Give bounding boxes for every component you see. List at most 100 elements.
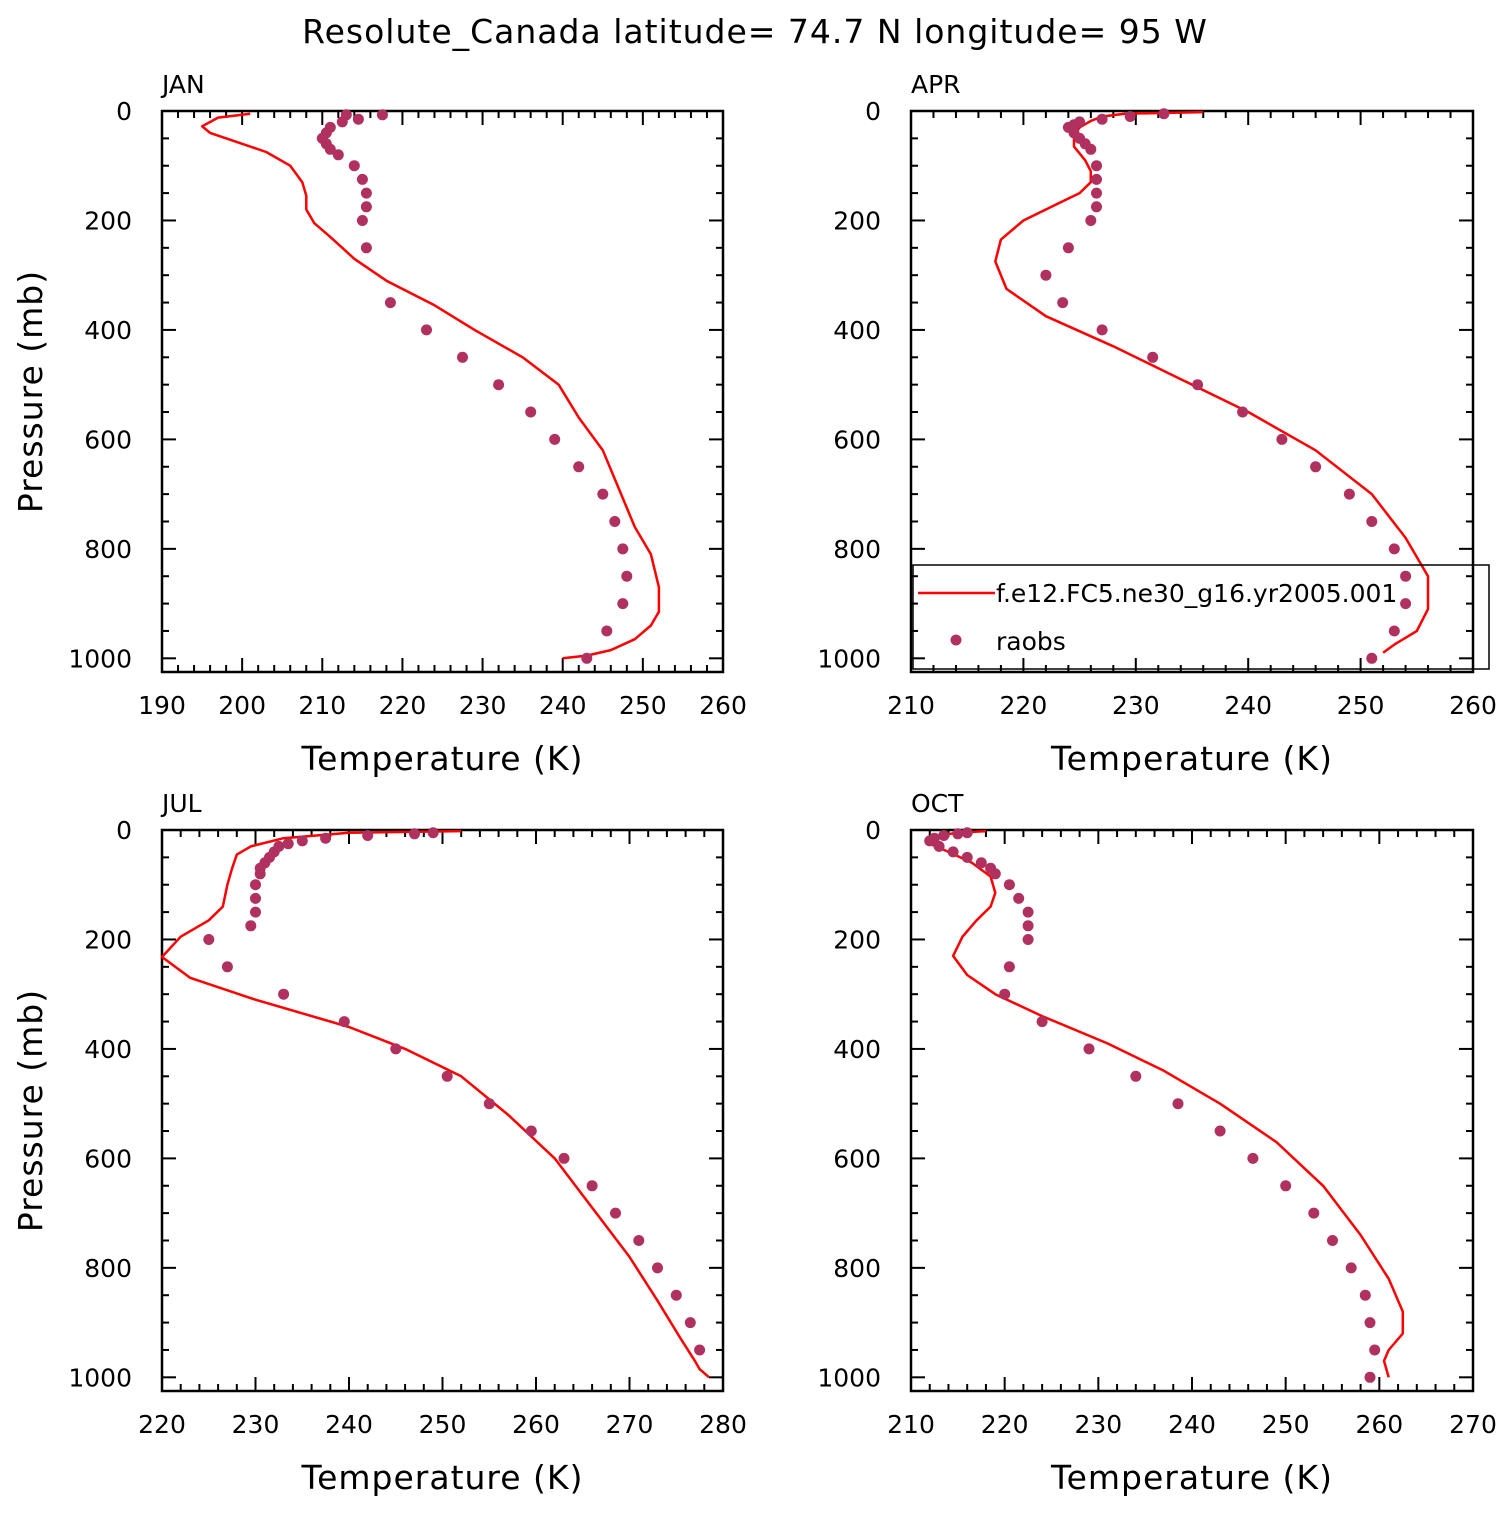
raobs-point: [324, 143, 336, 155]
x-axis-label: Temperature (K): [301, 1458, 584, 1497]
raobs-point: [1310, 461, 1322, 473]
raobs-point: [320, 832, 332, 844]
x-tick-label: 230: [1112, 691, 1160, 720]
x-tick-label: 230: [1074, 1410, 1122, 1439]
raobs-point: [1085, 143, 1097, 155]
legend-entry-model: f.e12.FC5.ne30_g16.yr2005.001: [996, 579, 1397, 608]
y-tick-label: 600: [84, 1144, 132, 1173]
x-tick-label: 260: [699, 691, 747, 720]
raobs-point: [1096, 113, 1108, 125]
raobs-point: [332, 149, 344, 161]
raobs-point: [549, 433, 561, 445]
plot-frame-jan: [160, 109, 725, 674]
x-tick-label: 260: [1449, 691, 1497, 720]
y-tick-label: 400: [833, 316, 881, 345]
raobs-point: [1276, 433, 1288, 445]
raobs-point: [421, 324, 432, 336]
raobs-point: [250, 906, 261, 918]
x-axis-label: Temperature (K): [1050, 1458, 1333, 1497]
y-tick-label: 200: [84, 925, 132, 954]
x-tick-label: 260: [512, 1410, 560, 1439]
raobs-point: [1400, 598, 1412, 610]
panel-jan: 190 200 210 220 230 240 250 260 0 200 400 600 800 100…: [11, 70, 747, 778]
raobs-point: [999, 988, 1011, 1000]
raobs-point: [1366, 516, 1378, 527]
raobs-point: [652, 1262, 663, 1274]
raobs-point: [360, 201, 372, 213]
raobs-point: [1022, 920, 1034, 932]
y-tick-label: 0: [865, 97, 881, 126]
y-tick-label: 800: [84, 1254, 132, 1283]
raobs-point: [1091, 201, 1102, 213]
raobs-point: [409, 828, 420, 840]
raobs-point: [1091, 160, 1102, 172]
raobs-point: [684, 1317, 696, 1329]
raobs-point: [1345, 1262, 1357, 1274]
raobs-point: [441, 1070, 453, 1082]
x-tick-label: 270: [1449, 1410, 1497, 1439]
raobs-point: [581, 652, 593, 664]
raobs-point: [457, 351, 468, 363]
y-axis-label: Pressure (mb): [11, 270, 50, 513]
panel-label-jul: JUL: [160, 789, 202, 818]
raobs-point: [1036, 1016, 1048, 1028]
y-tick-label: 1000: [817, 1363, 881, 1392]
raobs-point: [483, 1098, 495, 1110]
panel-label-apr: APR: [911, 70, 961, 99]
model-profile-line: [200, 112, 661, 660]
raobs-point: [360, 242, 372, 254]
raobs-point: [1130, 1070, 1142, 1082]
raobs-point: [1400, 570, 1412, 582]
raobs-point: [670, 1289, 682, 1301]
legend-box: [912, 564, 1490, 670]
raobs-point: [975, 857, 987, 869]
x-axis-label: Temperature (K): [1050, 739, 1333, 778]
raobs-point: [1003, 879, 1015, 891]
raobs-point: [1091, 187, 1102, 199]
raobs-point: [1040, 269, 1052, 281]
legend-entry-obs: raobs: [996, 627, 1066, 656]
raobs-point: [525, 406, 537, 418]
y-tick-label: 400: [84, 316, 132, 345]
raobs-point: [1022, 906, 1034, 918]
raobs-point: [924, 835, 936, 847]
y-tick-label: 600: [833, 425, 881, 454]
y-tick-label: 800: [833, 535, 881, 564]
panel-label-jan: JAN: [160, 70, 205, 99]
raobs-point: [348, 160, 360, 172]
raobs-point: [1172, 1098, 1184, 1110]
raobs-point: [1247, 1152, 1259, 1164]
raobs-point: [1083, 1043, 1095, 1055]
raobs-point: [1013, 892, 1025, 904]
raobs-point: [1158, 108, 1170, 120]
raobs-point: [601, 625, 613, 637]
legend-point-swatch: [950, 634, 962, 646]
x-tick-label: 220: [379, 691, 427, 720]
x-tick-label: 230: [459, 691, 507, 720]
y-tick-label: 400: [833, 1035, 881, 1064]
raobs-point: [633, 1235, 645, 1246]
panel-jul: 220 230 240 250 260 270 280 0 200 400 600 800 1000 JU…: [11, 789, 747, 1497]
raobs-point: [586, 1180, 598, 1192]
model-profile-line: [994, 110, 1430, 654]
raobs-point: [427, 827, 439, 839]
raobs-point: [296, 835, 308, 847]
raobs-point: [617, 543, 629, 555]
y-tick-label: 0: [865, 816, 881, 845]
raobs-point: [573, 461, 585, 473]
raobs-point: [947, 846, 959, 858]
x-tick-label: 270: [606, 1410, 654, 1439]
x-tick-label: 220: [981, 1410, 1029, 1439]
raobs-point: [1022, 934, 1034, 945]
raobs-point: [952, 828, 964, 840]
raobs-point: [250, 892, 261, 904]
x-tick-label: 280: [699, 1410, 747, 1439]
plot-frame-jul: [160, 828, 725, 1393]
raobs-point: [1062, 242, 1074, 254]
raobs-point: [282, 838, 294, 850]
raobs-point: [338, 1016, 350, 1028]
raobs-point: [694, 1344, 706, 1356]
raobs-point: [1364, 1371, 1376, 1383]
